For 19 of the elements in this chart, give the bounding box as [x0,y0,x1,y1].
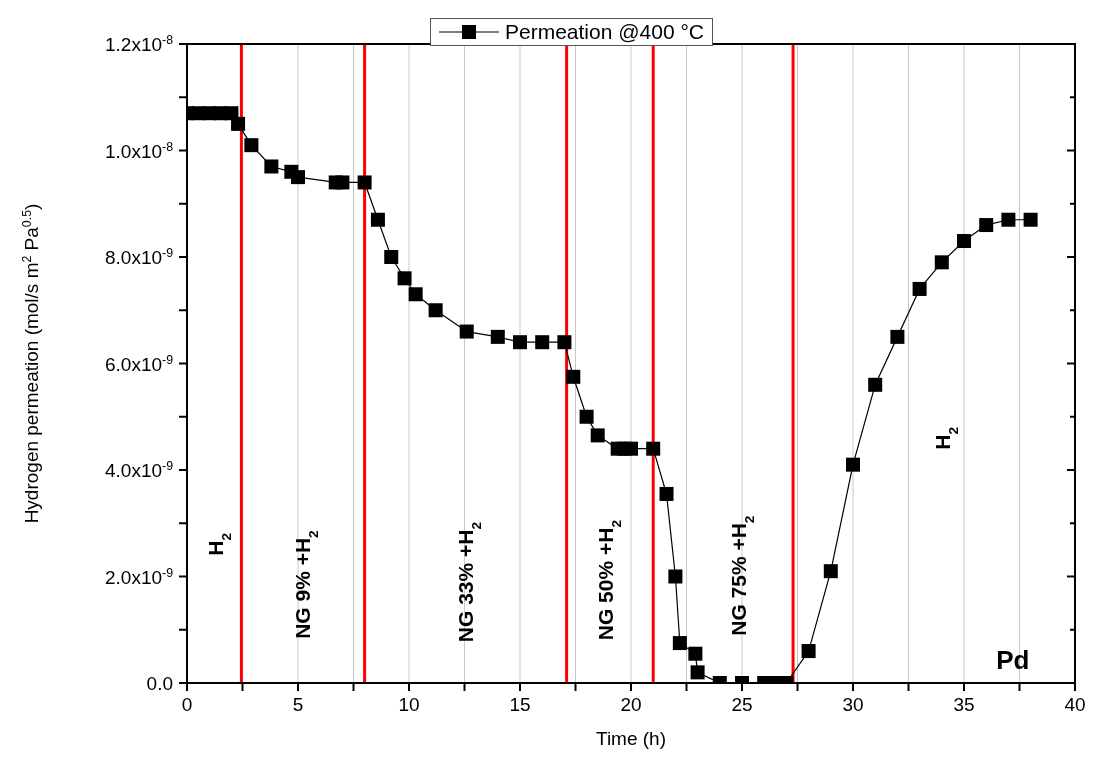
x-tick-label: 15 [509,694,531,715]
x-tick-label: 40 [1064,694,1086,715]
y-tick-label: 6.0x10$^{-9}$ [104,352,174,375]
y-tick-label: 2.0x10$^{-9}$ [104,565,174,588]
x-tick-label: 35 [953,694,975,715]
x-tick-label: 20 [620,694,642,715]
x-tick-label: 25 [731,694,753,715]
x-axis-title: Time (h) [595,728,667,749]
x-tick-label: 30 [842,694,864,715]
annotation: Pd [996,645,1030,675]
y-tick-label: 1.2x10$^{-8}$ [104,33,174,55]
y-tick-label: 1.0x10$^{-8}$ [104,139,174,162]
y-tick-label: 8.0x10$^{-9}$ [104,246,174,268]
y-tick-label: 4.0x10$^{-9}$ [104,459,174,481]
y-tick-label: 0.0 [146,673,173,694]
x-tick-label: 5 [292,694,304,715]
legend-label: Permeation @400 °C [505,20,704,44]
x-tick-label: 10 [398,694,420,715]
x-tick-label: 0 [181,694,193,715]
